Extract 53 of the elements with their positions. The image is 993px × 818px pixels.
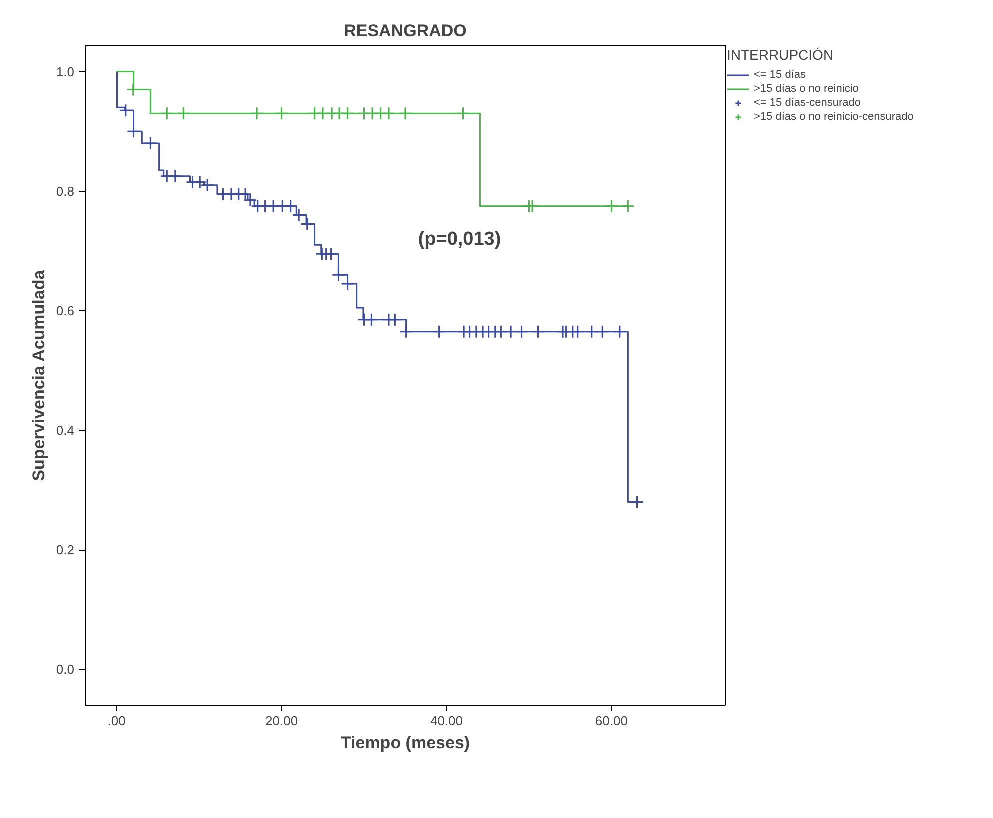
point — [160, 106, 174, 120]
point — [284, 200, 298, 214]
point — [168, 170, 182, 184]
point — [526, 200, 540, 214]
point — [364, 313, 378, 327]
point — [176, 106, 190, 120]
point — [571, 325, 585, 339]
point — [532, 325, 546, 339]
point — [341, 277, 355, 291]
x-tick-label: 60.00 — [595, 714, 628, 728]
y-tick-label: 0.0 — [56, 662, 75, 678]
point — [604, 200, 618, 214]
point — [244, 194, 258, 208]
x-tick-label: 40.00 — [430, 714, 464, 728]
x-axis-title: Tiempo (meses) — [340, 734, 470, 752]
legend-label: >15 días o no reinicio-censurado — [754, 111, 914, 123]
legend-label: <= 15 días-censurado — [754, 97, 862, 109]
y-tick-label: 1.0 — [56, 64, 75, 80]
point — [332, 268, 346, 282]
point — [456, 106, 470, 120]
point — [515, 325, 529, 339]
x-tick-label: 20.00 — [266, 714, 298, 728]
point — [275, 106, 289, 120]
y-tick-label: 0.4 — [56, 423, 75, 438]
point — [250, 106, 264, 120]
point — [388, 313, 402, 327]
point — [432, 325, 446, 339]
point — [238, 188, 252, 202]
legend-title: INTERRUPCIÓN — [727, 47, 835, 63]
chart-title: RESANGRADO — [344, 22, 467, 40]
point — [341, 106, 355, 120]
point — [400, 325, 414, 339]
point — [119, 104, 133, 118]
x-tick-label: .00 — [108, 714, 126, 728]
point — [613, 325, 627, 339]
y-tick-label: 0.2 — [56, 542, 75, 558]
point — [621, 200, 635, 214]
point — [144, 136, 158, 150]
annotation: (p=0,013) — [418, 229, 502, 250]
legend-label: <= 15 días — [754, 69, 806, 81]
point — [398, 106, 412, 120]
point — [200, 178, 214, 192]
y-tick-label: 0.6 — [56, 303, 75, 318]
y-axis-title: Supervivencia Acumulada — [29, 270, 48, 482]
point — [494, 325, 508, 339]
point — [193, 176, 207, 190]
point — [585, 325, 599, 339]
point — [382, 106, 396, 120]
point — [596, 325, 610, 339]
point — [324, 247, 338, 261]
point — [504, 325, 518, 339]
y-tick-label: 0.8 — [56, 184, 75, 199]
legend-label: >15 días o no reinicio — [754, 83, 859, 95]
